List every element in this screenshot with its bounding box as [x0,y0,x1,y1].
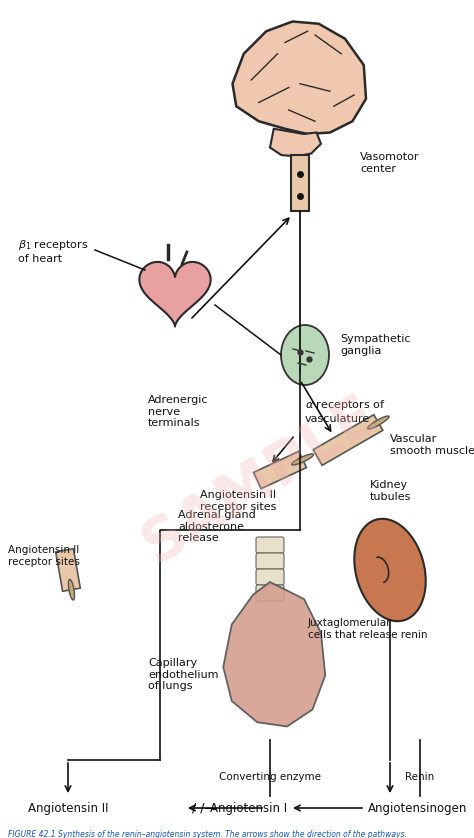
Text: $\alpha$ receptors of
vasculature: $\alpha$ receptors of vasculature [305,398,385,423]
Text: Kidney
tubules: Kidney tubules [370,480,411,502]
Ellipse shape [292,454,313,465]
FancyBboxPatch shape [256,537,284,553]
Text: $\beta_1$ receptors
of heart: $\beta_1$ receptors of heart [18,238,88,264]
Text: Angiotensin II: Angiotensin II [28,801,109,815]
Polygon shape [139,262,210,326]
Polygon shape [313,415,383,465]
Polygon shape [354,519,426,621]
Text: / /—: / /— [192,801,217,815]
Polygon shape [233,22,366,134]
Text: Juxtaglomerular
cells that release renin: Juxtaglomerular cells that release renin [308,618,428,639]
Text: SAMPLE: SAMPLE [132,385,388,575]
Text: Renin: Renin [405,772,435,782]
Text: Angiotensin II
receptor sites: Angiotensin II receptor sites [200,490,276,512]
Polygon shape [55,549,80,592]
Polygon shape [291,155,309,211]
Text: Adrenergic
nerve
terminals: Adrenergic nerve terminals [148,395,209,428]
Polygon shape [254,452,307,489]
Text: Vasomotor
center: Vasomotor center [360,152,419,173]
Text: Angiotensin I: Angiotensin I [210,801,287,815]
Polygon shape [270,129,321,157]
Text: Vascular
smooth muscle: Vascular smooth muscle [390,434,474,456]
FancyBboxPatch shape [256,585,284,601]
Text: Converting enzyme: Converting enzyme [219,772,321,782]
Text: Sympathetic
ganglia: Sympathetic ganglia [340,334,410,356]
FancyBboxPatch shape [256,553,284,569]
Polygon shape [223,582,325,727]
Ellipse shape [68,579,74,600]
Text: Capillary
endothelium
of lungs: Capillary endothelium of lungs [148,658,219,691]
Text: Angiotensin II
receptor sites: Angiotensin II receptor sites [8,545,80,566]
Text: Angiotensinogen: Angiotensinogen [368,801,467,815]
Text: FIGURE 42.1 Synthesis of the renin–angiotensin system. The arrows show the direc: FIGURE 42.1 Synthesis of the renin–angio… [8,830,407,838]
Ellipse shape [368,416,389,429]
Text: Adrenal gland
aldosterone
release: Adrenal gland aldosterone release [178,510,256,543]
Ellipse shape [281,325,329,385]
FancyBboxPatch shape [256,569,284,585]
